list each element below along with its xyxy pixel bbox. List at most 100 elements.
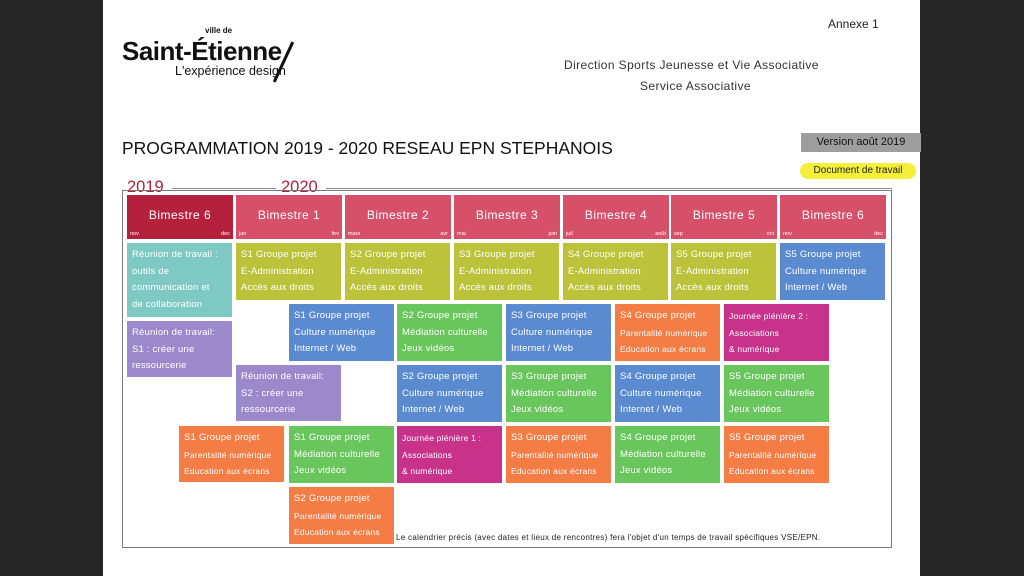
task-card: S3 Groupe projet Parentalité numérique Edu… — [506, 426, 611, 483]
task-card-line: Accès aux droits — [350, 282, 423, 293]
task-card-line: Internet / Web — [785, 282, 848, 293]
task-card: Journée plénière 1 : Associations & numéri… — [397, 426, 502, 483]
task-card-line: Accès aux droits — [676, 282, 749, 293]
month-start: juil — [566, 231, 573, 237]
task-card-line: Culture numérique — [511, 326, 593, 338]
logo-saint-etienne: Saint-Étienne — [122, 36, 282, 66]
month-start: nov — [130, 231, 139, 237]
task-card-line: E-Administration — [459, 265, 532, 277]
task-card-line: S5 Groupe projet — [785, 249, 861, 260]
month-end: dec — [874, 231, 883, 237]
task-card-line: S1 Groupe projet — [184, 432, 260, 443]
bimestre-header: Bimestre 4 juil août — [563, 195, 669, 239]
task-card-line: S3 Groupe projet — [511, 432, 587, 443]
task-card-line: & numérique — [729, 344, 780, 354]
task-card-line: Médiation culturelle — [729, 387, 815, 399]
task-card-line: S3 Groupe projet — [459, 249, 535, 260]
task-card: S1 Groupe projet Médiation culturelle Jeux… — [289, 426, 394, 483]
task-card-line: S5 Groupe projet — [729, 432, 805, 443]
task-card: S3 Groupe projet Culture numérique Interne… — [506, 304, 611, 361]
bimestre-header: Bimestre 3 mai juin — [454, 195, 560, 239]
task-card: Réunion de travail: S2 : créer une ressour… — [236, 365, 341, 421]
bimestre-label: Bimestre 1 — [257, 208, 321, 222]
version-badge: Version août 2019 — [801, 133, 921, 152]
bimestre-label: Bimestre 6 — [801, 208, 865, 222]
month-start: sep — [674, 231, 683, 237]
task-card-line: Réunion de travail: — [241, 371, 325, 382]
task-card-line: de collaboration — [132, 298, 203, 310]
footnote: Le calendrier précis (avec dates et lieu… — [396, 533, 821, 542]
task-card-line: Journée plénière 2 : — [729, 311, 809, 321]
month-end: fev — [331, 231, 339, 237]
task-card: S1 Groupe projet E-Administration Accès au… — [236, 243, 341, 300]
direction-label: Direction Sports Jeunesse et Vie Associa… — [564, 58, 819, 72]
task-card-line: Jeux vidéos — [620, 465, 673, 476]
bimestre-label: Bimestre 6 — [148, 208, 212, 222]
document-badge: Document de travail — [800, 163, 916, 179]
task-card: S1 Groupe projet Parentalité numérique Edu… — [179, 426, 284, 482]
schedule-frame — [122, 190, 892, 548]
year-divider — [326, 188, 892, 189]
task-card-line: Education aux écrans — [294, 527, 380, 537]
bimestre-header: Bimestre 6 nov dec — [127, 195, 233, 239]
task-card-line: outils de — [132, 265, 170, 277]
task-card-line: Education aux écrans — [620, 344, 706, 354]
bimestre-label: Bimestre 2 — [366, 208, 430, 222]
bimestre-label: Bimestre 3 — [475, 208, 539, 222]
annexe-label: Annexe 1 — [828, 17, 879, 31]
month-start: mai — [457, 231, 466, 237]
task-card-line: Internet / Web — [294, 343, 357, 354]
task-card: S2 Groupe projet E-Administration Accès au… — [345, 243, 450, 300]
task-card-line: ressourcerie — [132, 360, 187, 371]
bimestre-header: Bimestre 6 nov dec — [780, 195, 886, 239]
task-card-line: Culture numérique — [402, 387, 484, 399]
task-card-line: S3 Groupe projet — [511, 371, 587, 382]
task-card: Réunion de travail: S1 : créer une ressour… — [127, 321, 232, 377]
task-card-line: S2 Groupe projet — [402, 310, 478, 321]
task-card-line: S1 Groupe projet — [294, 310, 370, 321]
task-card-line: Internet / Web — [620, 404, 683, 415]
task-card: S2 Groupe projet Culture numérique Interne… — [397, 365, 502, 422]
task-card-line: Accès aux droits — [241, 282, 314, 293]
task-card-line: Education aux écrans — [511, 466, 597, 476]
month-end: juin — [548, 231, 557, 237]
task-card-line: S1 Groupe projet — [294, 432, 370, 443]
logo-tagline: L'expérience design — [175, 64, 286, 78]
task-card: S5 Groupe projet Culture numérique Interne… — [780, 243, 885, 300]
task-card: S2 Groupe projet Parentalité numérique Edu… — [289, 487, 394, 544]
task-card-line: Médiation culturelle — [402, 326, 488, 338]
task-card-line: Accès aux droits — [459, 282, 532, 293]
task-card-line: S4 Groupe projet — [620, 310, 696, 321]
task-card: S3 Groupe projet E-Administration Accès au… — [454, 243, 559, 300]
bimestre-header: Bimestre 1 jan fev — [236, 195, 342, 239]
task-card-line: E-Administration — [676, 265, 749, 277]
bimestre-label: Bimestre 4 — [584, 208, 648, 222]
task-card-line: Parentalité numérique — [294, 510, 382, 521]
month-start: nov — [783, 231, 792, 237]
task-card-line: Education aux écrans — [184, 466, 270, 476]
task-card-line: S1 Groupe projet — [241, 249, 317, 260]
task-card: S4 Groupe projet Culture numérique Interne… — [615, 365, 720, 422]
task-card-line: S4 Groupe projet — [620, 432, 696, 443]
task-card-line: Internet / Web — [511, 343, 574, 354]
task-card: Réunion de travail : outils de communicati… — [127, 243, 232, 317]
task-card: S4 Groupe projet Médiation culturelle Jeux… — [615, 426, 720, 483]
service-label: Service Associative — [640, 79, 751, 93]
task-card-line: & numérique — [402, 466, 453, 476]
task-card-line: Médiation culturelle — [620, 448, 706, 460]
task-card-line: Education aux écrans — [729, 466, 815, 476]
page-title: PROGRAMMATION 2019 - 2020 RESEAU EPN STE… — [122, 138, 613, 158]
task-card-line: Réunion de travail : — [132, 249, 218, 260]
task-card: S5 Groupe projet Médiation culturelle Jeux… — [724, 365, 829, 422]
task-card-line: Culture numérique — [294, 326, 376, 338]
task-card-line: Jeux vidéos — [729, 404, 782, 415]
task-card-line: Parentalité numérique — [184, 449, 272, 460]
task-card-line: Jeux vidéos — [294, 465, 347, 476]
task-card-line: Jeux vidéos — [402, 343, 455, 354]
task-card-line: Médiation culturelle — [511, 387, 597, 399]
task-card-line: ressourcerie — [241, 404, 296, 415]
task-card: S5 Groupe projet Parentalité numérique Edu… — [724, 426, 829, 483]
task-card-line: Parentalité numérique — [729, 449, 817, 460]
task-card-line: E-Administration — [568, 265, 641, 277]
task-card-line: S2 Groupe projet — [350, 249, 426, 260]
